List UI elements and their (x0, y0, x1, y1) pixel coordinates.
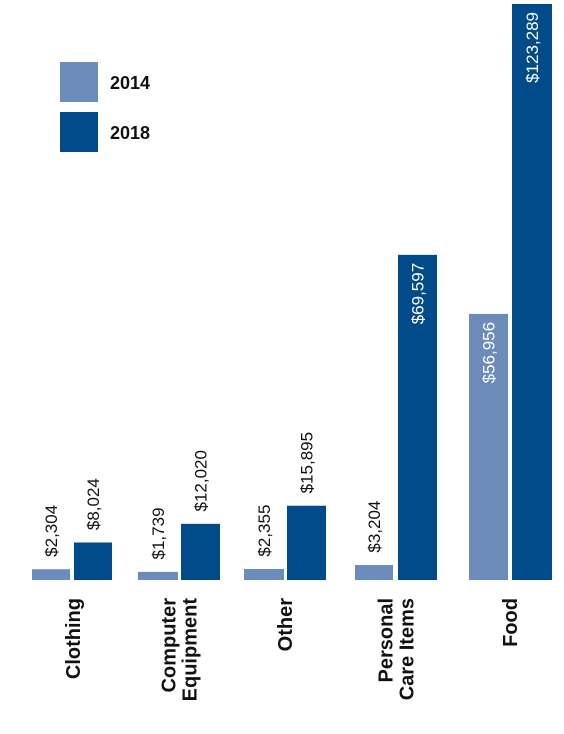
category-label-line: Computer (159, 598, 181, 693)
legend-swatch-2014 (60, 62, 98, 102)
legend-swatch-2018 (60, 112, 98, 152)
bar-2018-3 (398, 254, 437, 580)
value-label-2018-4: $123,289 (523, 12, 542, 83)
bar-2014-4 (469, 313, 508, 580)
category-label-line: Food (500, 598, 522, 647)
category-label-line: Clothing (63, 598, 85, 679)
value-label-2014-2: $2,355 (255, 505, 274, 557)
bar-2014-0 (32, 569, 70, 580)
value-label-2018-3: $69,597 (409, 263, 428, 324)
value-label-2018-1: $12,020 (192, 450, 211, 511)
category-label-2: Other (275, 598, 297, 652)
bar-2018-2 (287, 505, 326, 580)
category-label-3: PersonalCare Items (376, 598, 419, 700)
bar-2014-3 (355, 565, 393, 580)
value-label-2014-3: $3,204 (365, 501, 384, 553)
value-label-2018-0: $8,024 (84, 478, 103, 530)
category-label-line: Equipment (180, 598, 202, 702)
legend-label-2018: 2018 (110, 123, 150, 143)
bar-2018-1 (181, 523, 220, 580)
value-label-2014-1: $1,739 (149, 507, 168, 559)
category-label-line: Other (275, 598, 297, 652)
category-label-4: Food (500, 598, 522, 647)
bars (32, 4, 552, 580)
value-label-2014-0: $2,304 (42, 505, 61, 557)
legend-label-2014: 2014 (110, 73, 150, 93)
category-label-line: Personal (376, 598, 398, 682)
bar-2014-2 (244, 568, 284, 580)
category-labels: Clothing ComputerEquipment Other PersonalCa… (63, 598, 522, 702)
bar-2014-1 (138, 571, 178, 580)
bar-2018-4 (512, 4, 552, 580)
value-labels: $2,304 $8,024 $1,739 $12,020 $2,355 $15,895 $3… (42, 12, 542, 559)
value-label-2014-4: $56,956 (480, 322, 499, 383)
legend: 2014 2018 (60, 62, 150, 152)
category-label-1: ComputerEquipment (159, 598, 202, 702)
bar-2018-0 (74, 542, 112, 580)
category-label-0: Clothing (63, 598, 85, 679)
value-label-2018-2: $15,895 (298, 432, 317, 493)
category-label-line: Care Items (397, 598, 419, 700)
